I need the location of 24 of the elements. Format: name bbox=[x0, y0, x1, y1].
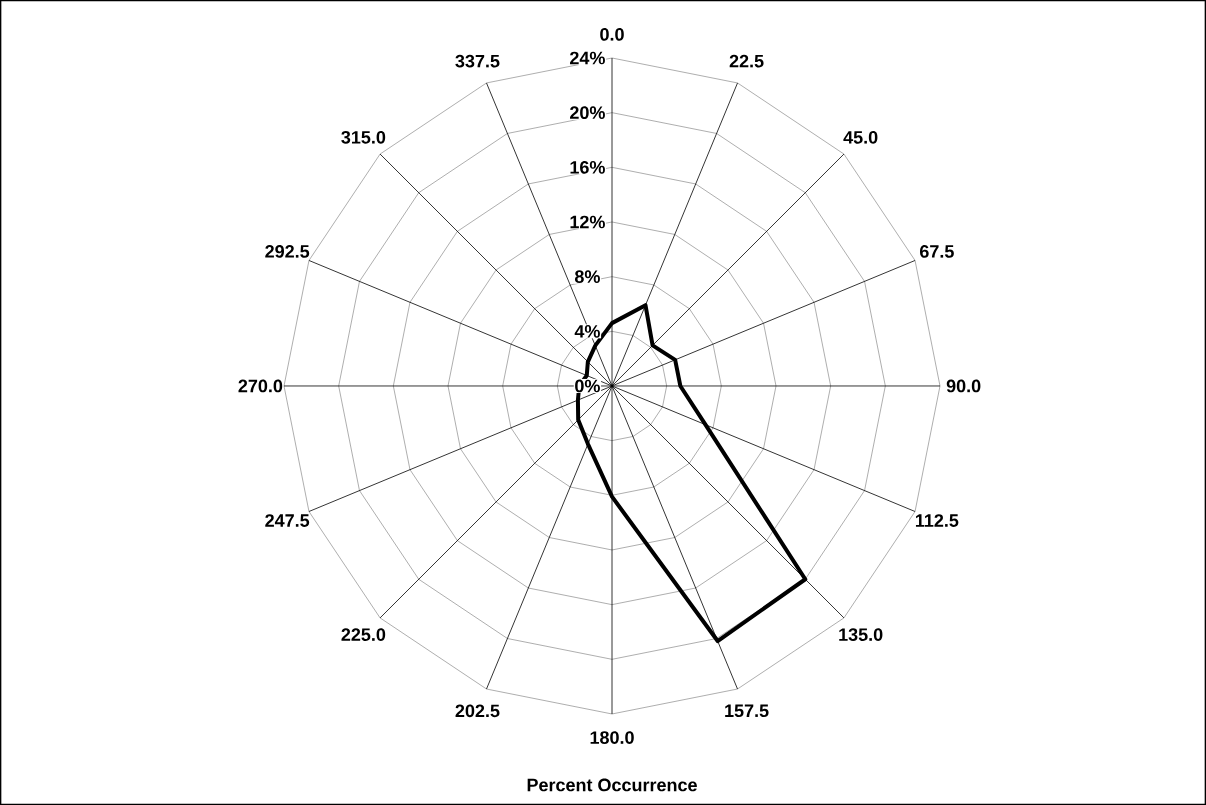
spoke-label: 157.5 bbox=[725, 704, 769, 718]
y-tick-label: 20% bbox=[570, 106, 605, 120]
y-tick-label: 24% bbox=[570, 51, 605, 65]
spoke-label: 315.0 bbox=[341, 130, 386, 144]
spoke-label: 0.0 bbox=[600, 28, 624, 41]
spoke-label: 292.5 bbox=[265, 245, 310, 258]
spoke-label: 337.5 bbox=[455, 54, 500, 68]
spoke-label: 22.5 bbox=[729, 54, 764, 68]
spoke-label: 225.0 bbox=[341, 628, 386, 641]
spoke-label: 180.0 bbox=[590, 731, 634, 744]
text: Percent Occurrence bbox=[527, 778, 697, 792]
y-tick-label: 8% bbox=[574, 270, 600, 284]
spoke-label: 270.0 bbox=[238, 379, 283, 393]
spoke-label: 247.5 bbox=[265, 514, 310, 527]
spoke-label: 45.0 bbox=[843, 130, 878, 144]
spoke-label: 135.0 bbox=[839, 628, 883, 641]
y-tick-label: 4% bbox=[574, 324, 600, 338]
y-tick-label: 0% bbox=[575, 379, 600, 393]
y-tick-label: 16% bbox=[570, 160, 605, 174]
y-tick-label: 12% bbox=[570, 215, 605, 229]
spoke-label: 112.5 bbox=[915, 514, 959, 527]
spoke-label: 202.5 bbox=[455, 704, 500, 718]
spoke-label: 90.0 bbox=[946, 379, 981, 393]
spoke-label: 67.5 bbox=[920, 245, 954, 258]
